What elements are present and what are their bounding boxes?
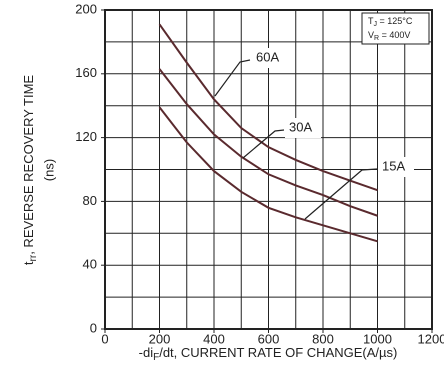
plot-frame [104, 9, 433, 330]
condition-tj: TJ = 125°C [368, 16, 413, 27]
y-tick-label: 40 [83, 257, 97, 272]
x-tick-label: 1200 [418, 331, 444, 346]
series-line [158, 106, 378, 243]
y-tick-label: 160 [75, 65, 97, 80]
leader-line [242, 129, 285, 159]
x-tick-label: 0 [101, 331, 108, 346]
x-tick-label: 800 [312, 331, 334, 346]
x-tick-label: 200 [149, 331, 171, 346]
leader-line [214, 59, 251, 97]
x-label-part: /dt, CURRENT RATE OF CHANGE(A/µs) [159, 345, 397, 360]
label-bg [285, 118, 321, 138]
label-bg [252, 48, 288, 68]
series-line [158, 68, 378, 217]
condition-subscript: R [374, 35, 379, 42]
y-axis-label: trr, REVERSE RECOVERY TIME [21, 75, 38, 266]
condition-text: = 400V [379, 30, 410, 40]
x-tick-label: 600 [258, 331, 280, 346]
series-label: 60A [256, 49, 279, 64]
y-label-part: t [21, 261, 36, 265]
lines [158, 23, 378, 243]
y-tick-label: 200 [75, 1, 97, 16]
x-label-part: -di [139, 345, 154, 360]
condition-vr: VR = 400V [368, 30, 410, 41]
x-label-subscript: F [153, 352, 159, 363]
label-bg [378, 157, 414, 177]
series-label: 30A [289, 119, 312, 134]
conditions-box [361, 12, 430, 45]
x-axis-label: -diF/dt, CURRENT RATE OF CHANGE(A/µs) [139, 345, 398, 362]
y-label-subscript: rr [28, 254, 39, 261]
series-line [158, 23, 378, 192]
y-label-part: , REVERSE RECOVERY TIME [21, 75, 36, 255]
series-label: 15A [382, 158, 405, 173]
leader-line [304, 168, 378, 220]
condition-symbol: T [368, 16, 374, 26]
condition-text: = 125°C [377, 16, 413, 26]
y-axis-unit: (ns) [41, 159, 56, 181]
x-tick-label: 400 [203, 331, 225, 346]
y-tick-label: 80 [83, 193, 97, 208]
y-tick-label: 0 [90, 320, 97, 335]
condition-symbol: V [368, 30, 374, 40]
y-tick-label: 120 [75, 129, 97, 144]
x-tick-label: 1000 [363, 331, 392, 346]
condition-subscript: J [374, 21, 378, 28]
